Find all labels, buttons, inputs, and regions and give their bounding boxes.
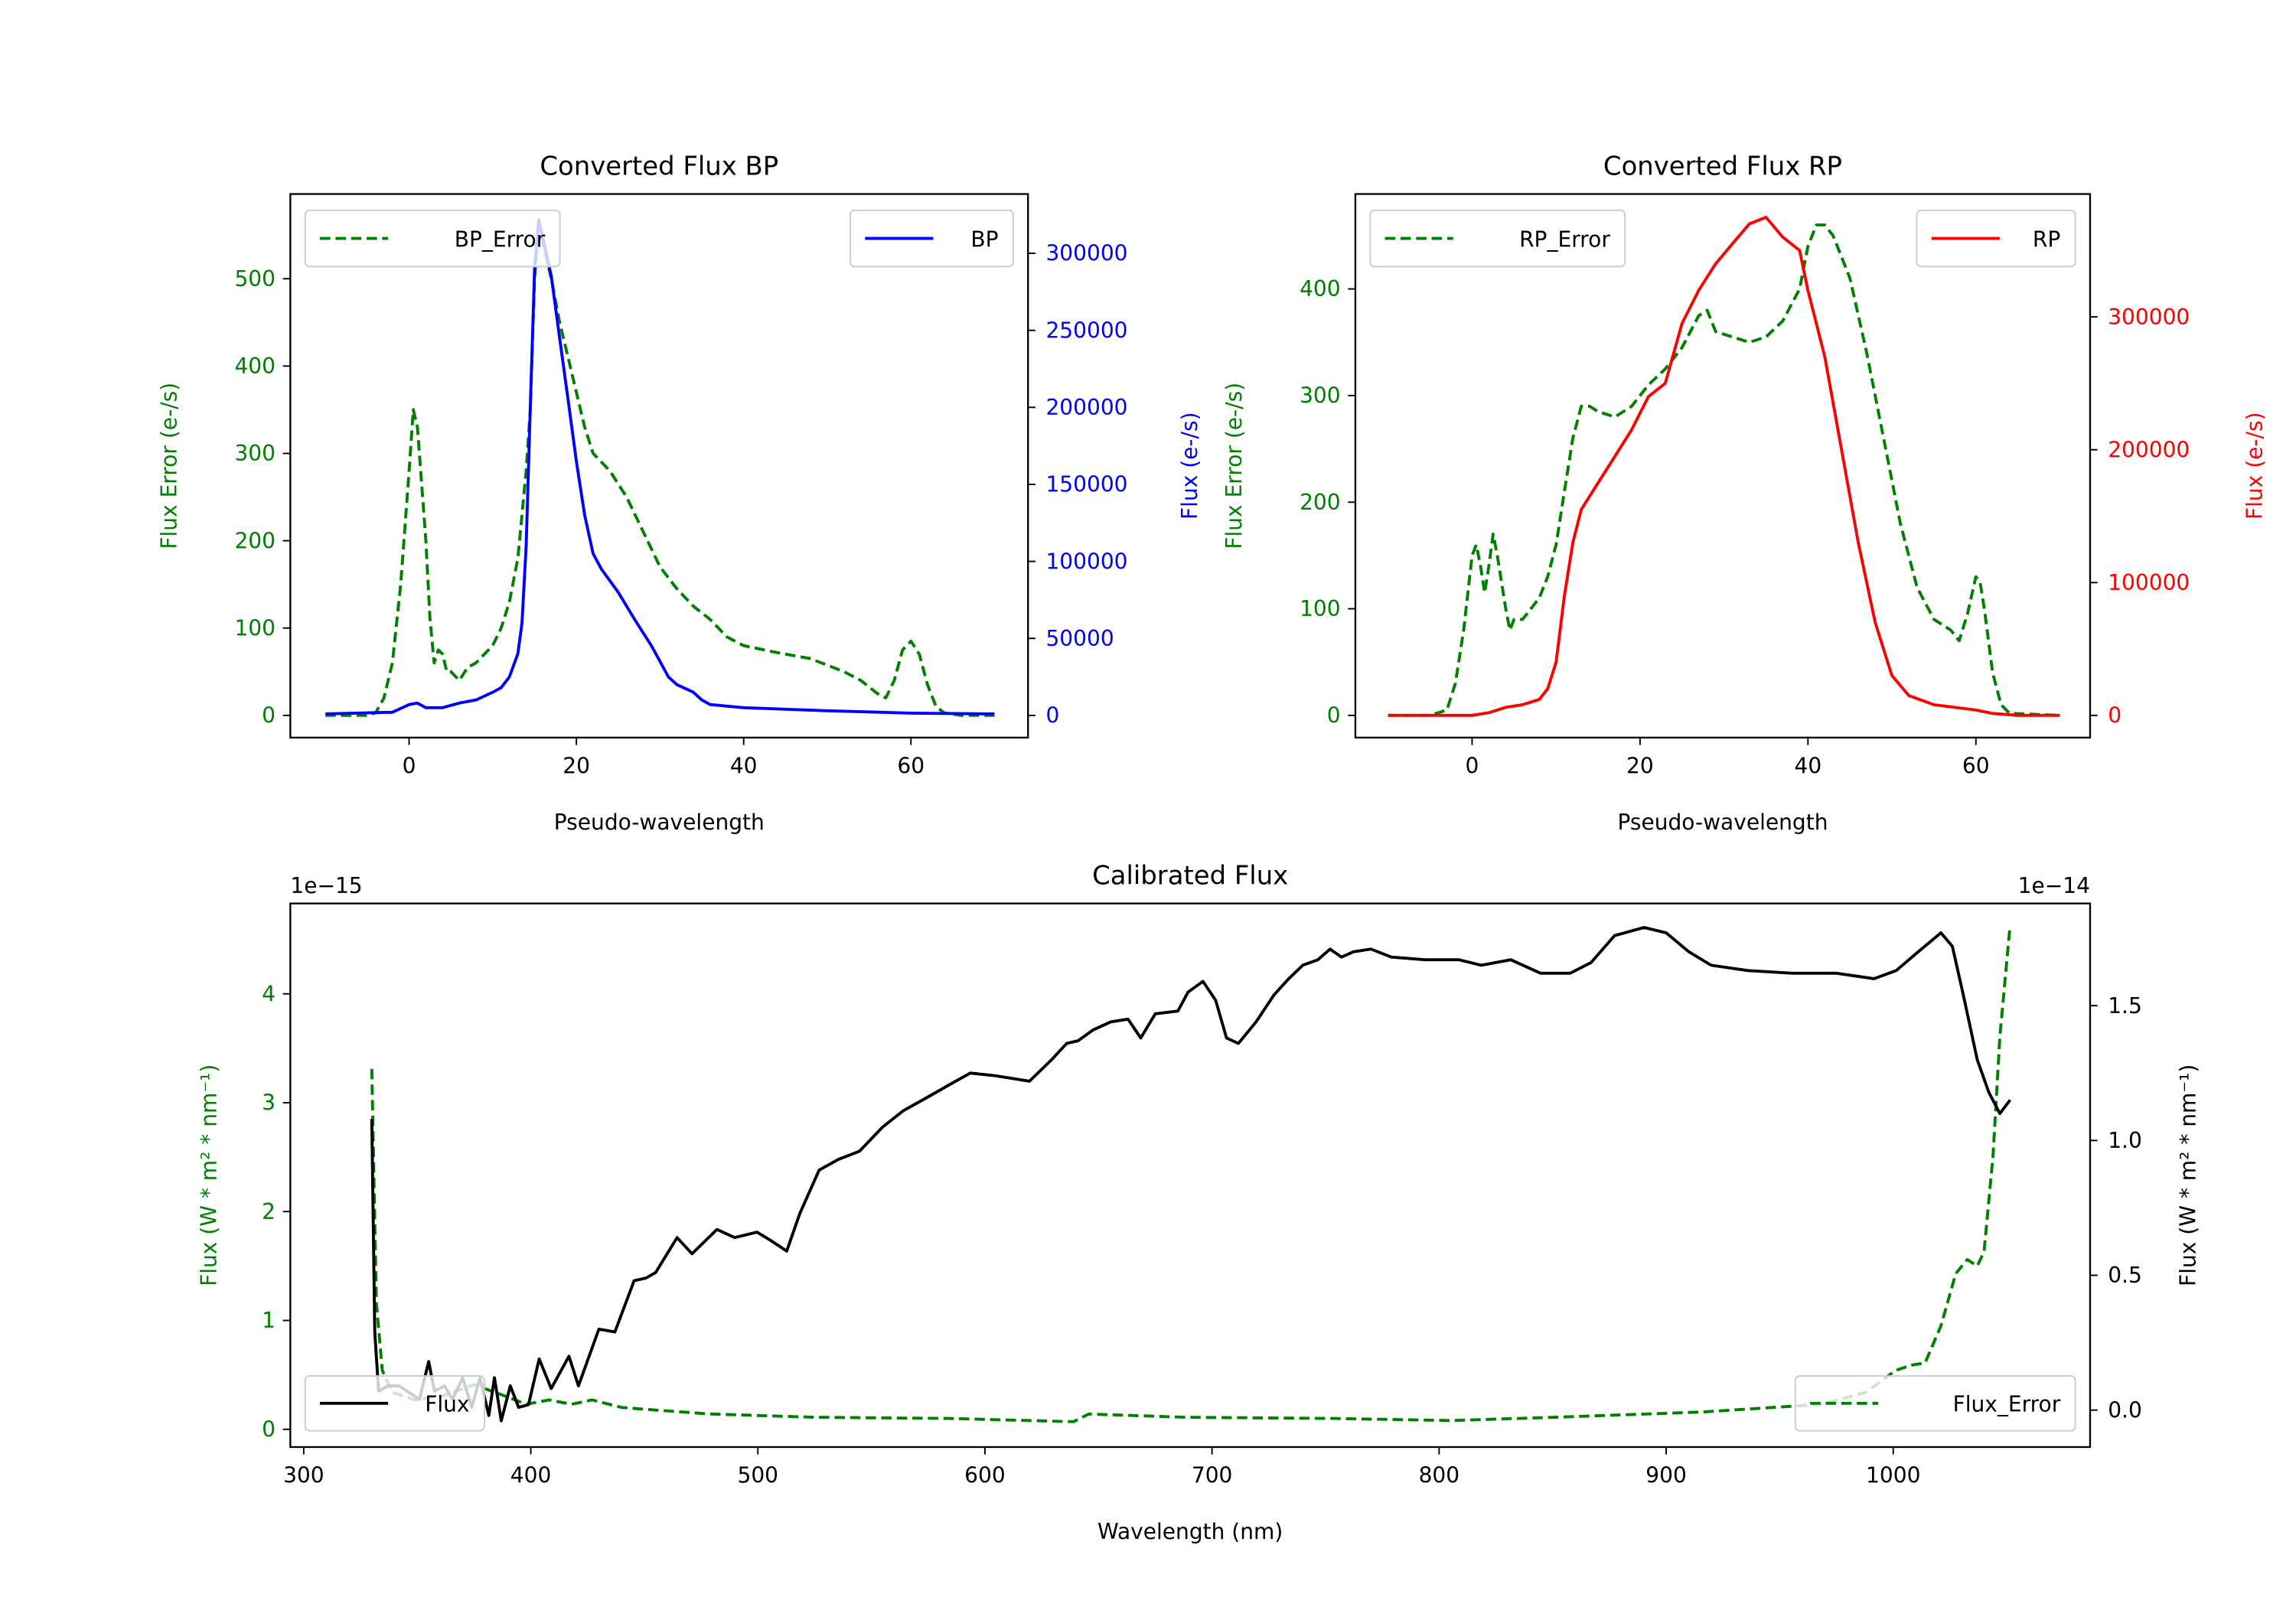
y-left-tick-label: 4 (262, 981, 276, 1006)
series-bp-line (325, 217, 995, 715)
y-left-tick-label: 0 (1327, 703, 1341, 729)
legend-box (1794, 1375, 2076, 1432)
y-right-tick-label: 300000 (2108, 305, 2190, 330)
y-right-tick-label: 250000 (1045, 318, 1127, 343)
chart-title: Converted Flux BP (540, 151, 778, 181)
y-right-axis-label: Flux (W * m² * nm⁻¹) (2175, 1064, 2200, 1286)
legend-upper-right: BP (850, 209, 1014, 268)
chart-title: Converted Flux RP (1603, 151, 1842, 181)
y-right-tick-label: 0 (2108, 703, 2122, 729)
y-left-tick-label: 300 (234, 441, 276, 466)
x-tick-label: 60 (897, 753, 925, 778)
x-tick-label: 40 (1794, 753, 1821, 778)
x-tick-label: 20 (563, 753, 590, 778)
x-axis-label: Pseudo-wavelength (554, 810, 765, 835)
y-right-axis-label: Flux (e-/s) (1177, 412, 1202, 520)
x-tick-label: 40 (730, 753, 758, 778)
y-left-axis-label: Flux (W * m² * nm⁻¹) (197, 1064, 222, 1286)
y-left-tick-label: 300 (1300, 383, 1341, 409)
legend-lower-right: Flux_Error (1794, 1375, 2076, 1432)
x-tick-label: 20 (1626, 753, 1654, 778)
x-tick-label: 400 (510, 1462, 552, 1488)
y-right-tick-label: 100000 (2108, 570, 2190, 595)
legend-upper-left: RP_Error (1369, 209, 1626, 268)
legend-box (304, 1375, 485, 1432)
y-left-tick-label: 400 (234, 354, 276, 379)
y-left-axis-label: Flux Error (e-/s) (156, 383, 181, 549)
y-left-tick-label: 400 (1300, 276, 1341, 302)
legend-lower-left: Flux (304, 1375, 485, 1432)
y-left-tick-label: 100 (234, 615, 276, 641)
plot-frame (289, 193, 1029, 739)
y-left-tick-label: 2 (262, 1199, 276, 1224)
y-right-tick-label: 0.0 (2108, 1397, 2142, 1423)
y-left-tick-label: 500 (234, 266, 276, 292)
legend-label: RP (2033, 227, 2060, 252)
series-flux-line (370, 926, 2011, 1423)
y-right-tick-label: 200000 (2108, 437, 2190, 462)
x-tick-label: 900 (1645, 1462, 1687, 1488)
bp-panel: 0 20 40 60 0 100 200 300 400 500 0 50000 100000 15000… (156, 151, 1202, 834)
legend-label: RP_Error (1519, 227, 1610, 252)
cal-panel: 300 400 500 600 700 800 900 1000 0 1 2 3 4 0.0 0.5 1.0 1… (197, 860, 2201, 1543)
y-left-tick-label: 200 (1300, 490, 1341, 515)
y-left-tick-label: 0 (262, 703, 276, 729)
plot-frame (1354, 193, 2092, 739)
y-right-tick-label: 100000 (1045, 549, 1127, 574)
y-right-tick-label: 300000 (1045, 241, 1127, 266)
legend-label: BP_Error (455, 227, 546, 252)
x-tick-label: 0 (403, 753, 416, 778)
y-right-tick-label: 150000 (1045, 472, 1127, 497)
series-rp-line (1388, 216, 2060, 717)
series-bp-error-line (325, 224, 995, 717)
y-left-axis-label: Flux Error (e-/s) (1221, 383, 1247, 549)
plot-frame (289, 902, 2092, 1449)
y-left-tick-label: 100 (1300, 596, 1341, 621)
legend-label: BP (970, 227, 998, 252)
y-left-tick-label: 0 (262, 1416, 276, 1442)
x-tick-label: 300 (283, 1462, 325, 1488)
x-tick-label: 800 (1419, 1462, 1460, 1488)
chart-title: Calibrated Flux (1092, 860, 1288, 890)
y-right-tick-label: 1.5 (2108, 993, 2142, 1019)
x-axis-label: Pseudo-wavelength (1617, 810, 1828, 835)
x-tick-label: 0 (1466, 753, 1479, 778)
legend-box (304, 209, 561, 268)
series-flux-error-line (370, 924, 2012, 1423)
y-left-tick-label: 1 (262, 1308, 276, 1333)
y-right-offset-text: 1e−14 (2018, 873, 2090, 898)
y-right-tick-label: 0 (1045, 703, 1059, 729)
x-tick-label: 60 (1962, 753, 1990, 778)
y-right-axis-label: Flux (e-/s) (2242, 412, 2267, 520)
legend-label: Flux_Error (1953, 1392, 2061, 1417)
series-rp-error-line (1388, 223, 2060, 717)
x-tick-label: 700 (1192, 1462, 1233, 1488)
legend-box (1369, 209, 1626, 268)
rp-panel: 0 20 40 60 0 100 200 300 400 0 100000 200000 300000 C… (1221, 151, 2268, 834)
legend-upper-left: BP_Error (304, 209, 561, 268)
legend-upper-right: RP (1916, 209, 2076, 268)
y-right-tick-label: 50000 (1045, 626, 1114, 651)
y-right-tick-label: 0.5 (2108, 1263, 2142, 1288)
x-tick-label: 500 (737, 1462, 778, 1488)
y-left-tick-label: 200 (234, 528, 276, 553)
y-left-offset-text: 1e−15 (290, 873, 362, 898)
x-axis-label: Wavelength (nm) (1097, 1519, 1283, 1544)
y-right-tick-label: 1.0 (2108, 1128, 2142, 1153)
y-left-tick-label: 3 (262, 1090, 276, 1116)
x-tick-label: 600 (964, 1462, 1006, 1488)
y-right-tick-label: 200000 (1045, 395, 1127, 420)
x-tick-label: 1000 (1866, 1462, 1920, 1488)
legend-label: Flux (425, 1392, 469, 1417)
